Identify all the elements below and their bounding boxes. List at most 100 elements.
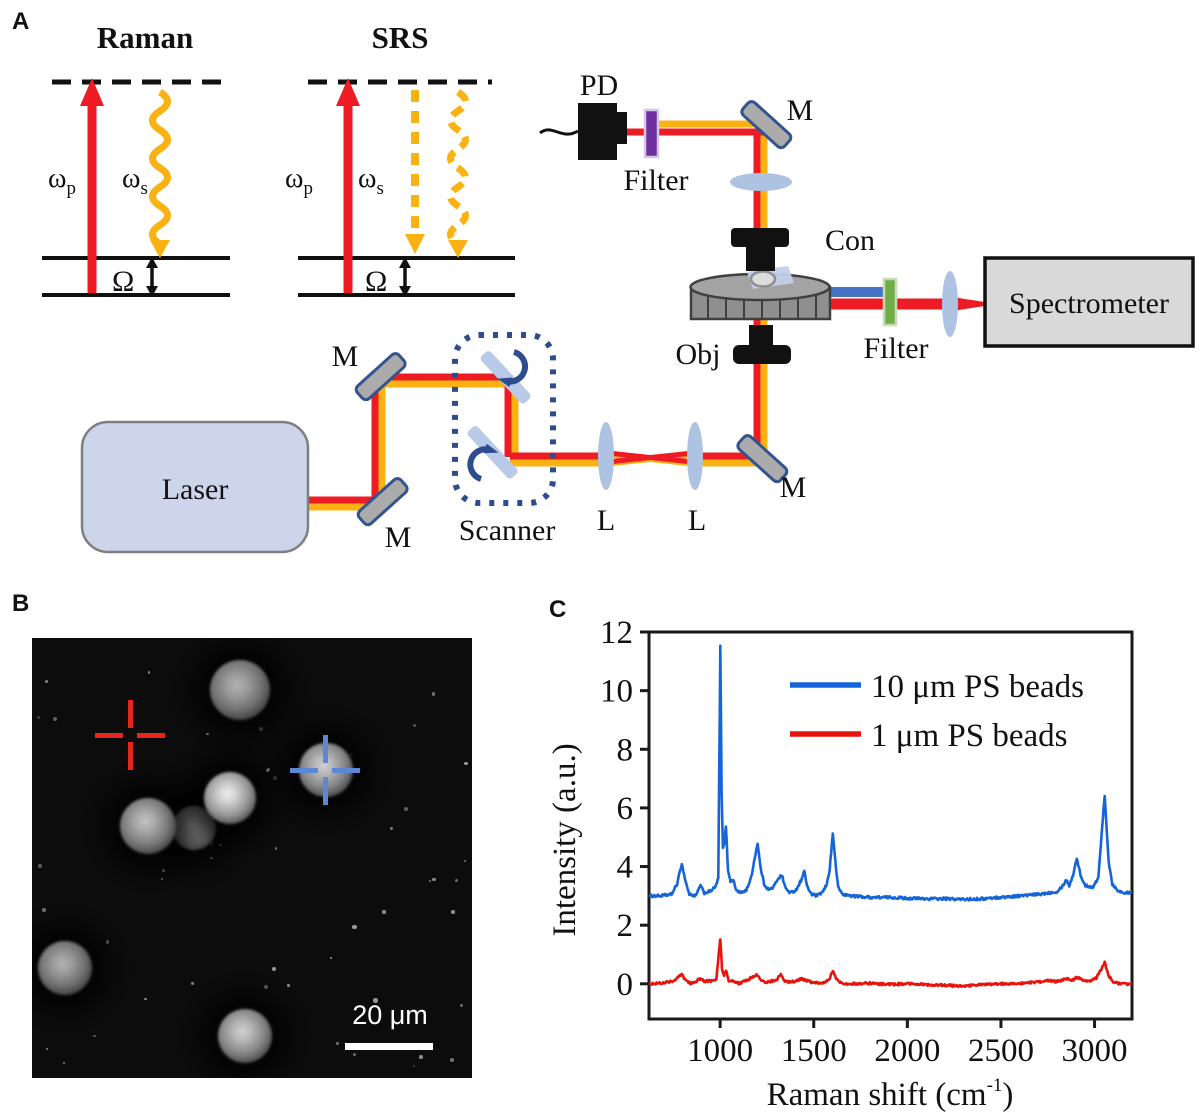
- scanner-label: Scanner: [459, 514, 556, 547]
- small-bead-dot: [431, 692, 436, 696]
- crosshair-blue: [290, 735, 360, 805]
- small-bead-dot: [450, 1058, 454, 1062]
- small-bead-dot: [451, 910, 456, 915]
- srs-energy-diagram: SRS ωp ωs Ω: [285, 20, 515, 298]
- small-bead-dot: [335, 1042, 340, 1046]
- raman-energy-diagram: Raman ωp ωs Ω: [42, 20, 230, 298]
- panel-b-label: B: [12, 590, 30, 617]
- series-1: [649, 938, 1132, 989]
- small-bead-dot: [210, 842, 214, 846]
- scale-bar: [345, 1043, 433, 1050]
- pd-wire: [539, 128, 579, 136]
- photodiode: PD: [539, 69, 627, 160]
- relay-lens-2: [687, 422, 703, 490]
- galvo-mirror-x: [480, 351, 531, 404]
- spectra-curves: [649, 644, 1132, 989]
- x-tick-label: 3000: [1062, 1033, 1128, 1069]
- ps-bead: [120, 798, 176, 854]
- small-bead-dot: [161, 877, 164, 880]
- small-bead-dot: [53, 717, 58, 722]
- small-bead-dot: [428, 880, 431, 883]
- crosshair-red: [95, 700, 165, 770]
- objective: Obj: [676, 325, 791, 371]
- mirror-m3: [736, 434, 789, 484]
- stokes-wavy-arrowhead: [448, 240, 468, 258]
- rotation-arrow-bottom: [467, 443, 499, 482]
- mirror-m4-label: M: [787, 94, 814, 127]
- small-bead-dot: [412, 1064, 416, 1067]
- stokes-wavy-dashed-arrow: [447, 89, 469, 247]
- ps-bead: [204, 772, 256, 824]
- small-bead-dot: [352, 925, 357, 930]
- scale-bar-label: 20 μm: [352, 1000, 428, 1030]
- small-bead-dot: [46, 1047, 49, 1050]
- small-bead-dot: [219, 843, 223, 847]
- srs-title: SRS: [372, 20, 429, 55]
- spectrometer-filter: [882, 277, 898, 327]
- vib-gap-arrowhead-down: [399, 286, 411, 297]
- spectrometer-box: Spectrometer: [983, 256, 1195, 348]
- raman-spectra-chart: 1000 1500 2000 2500 3000 0 2 4 6 8 10 12 10 μm PS b…: [549, 615, 1134, 1113]
- omega-stokes-label: ωs: [122, 163, 148, 199]
- small-bead-dot: [265, 769, 269, 773]
- stokes-arrowhead: [150, 240, 170, 258]
- small-bead-dot: [161, 868, 166, 873]
- small-bead-dot: [413, 724, 417, 727]
- pd-filter-label: Filter: [624, 164, 689, 197]
- mirror-m2-label: M: [332, 340, 359, 373]
- relay-lens-1: [598, 422, 614, 490]
- vib-gap-arrowhead-up: [146, 257, 158, 268]
- vib-gap-arrowhead-up: [399, 257, 411, 268]
- sample: [749, 270, 777, 288]
- ps-bead: [38, 941, 92, 995]
- y-tick-label: 6: [617, 791, 634, 827]
- small-bead-dot: [404, 807, 408, 811]
- spectrometer-lens: [942, 271, 958, 337]
- panel-a-label: A: [12, 8, 30, 35]
- small-bead-dot: [273, 776, 278, 781]
- small-bead-dot: [38, 863, 43, 868]
- small-bead-dot: [352, 1052, 357, 1057]
- spectrometer-filter-label: Filter: [864, 332, 929, 365]
- small-bead-dot: [93, 1034, 96, 1037]
- y-tick-label: 12: [600, 615, 633, 651]
- y-axis-label: Intensity (a.u.): [549, 743, 583, 936]
- vib-gap-arrowhead-down: [146, 286, 158, 297]
- omega-vib-label: Ω: [365, 265, 387, 298]
- x-tick-label: 1500: [781, 1033, 847, 1069]
- mirror-m2: [354, 352, 407, 402]
- x-tick-label: 1000: [687, 1033, 753, 1069]
- omega-pump-label: ωp: [285, 163, 313, 199]
- scanner-box: Scanner: [452, 332, 556, 547]
- small-bead-dot: [329, 956, 333, 960]
- objective-label: Obj: [676, 338, 721, 371]
- mirror-m1-label: M: [385, 521, 412, 554]
- small-bead-dot: [206, 732, 209, 735]
- spectrometer-label: Spectrometer: [1009, 287, 1169, 320]
- optical-setup-diagram: Raman ωp ωs Ω SRS ωp: [42, 20, 1195, 554]
- y-tick-label: 8: [617, 732, 634, 768]
- small-bead-dot: [382, 910, 386, 915]
- small-bead-dot: [274, 847, 278, 850]
- small-bead-dot: [263, 985, 268, 990]
- stimulated-stokes-arrowhead: [405, 234, 425, 254]
- small-bead-dot: [373, 998, 378, 1003]
- plot-box: [647, 630, 1134, 1021]
- y-tick-label: 4: [617, 850, 634, 886]
- condenser-label: Con: [825, 224, 875, 257]
- small-bead-dot: [459, 1003, 464, 1008]
- small-bead-dot: [463, 859, 466, 863]
- legend: 10 μm PS beads 1 μm PS beads: [790, 669, 1084, 754]
- laser-label: Laser: [162, 473, 229, 506]
- small-bead-dot: [349, 752, 354, 757]
- small-bead-dot: [62, 1062, 65, 1065]
- x-tick-label: 2500: [968, 1033, 1034, 1069]
- y-tick-label: 2: [617, 908, 634, 944]
- rotation-arrow-top: [497, 349, 529, 388]
- y-tick-label: 0: [617, 967, 634, 1003]
- sample-stage: [689, 266, 832, 321]
- laser-box: Laser: [80, 420, 310, 554]
- axis-ticks: 1000 1500 2000 2500 3000 0 2 4 6 8 10 12: [600, 615, 1128, 1069]
- ps-bead: [210, 660, 270, 720]
- mirror-m3-label: M: [780, 471, 807, 504]
